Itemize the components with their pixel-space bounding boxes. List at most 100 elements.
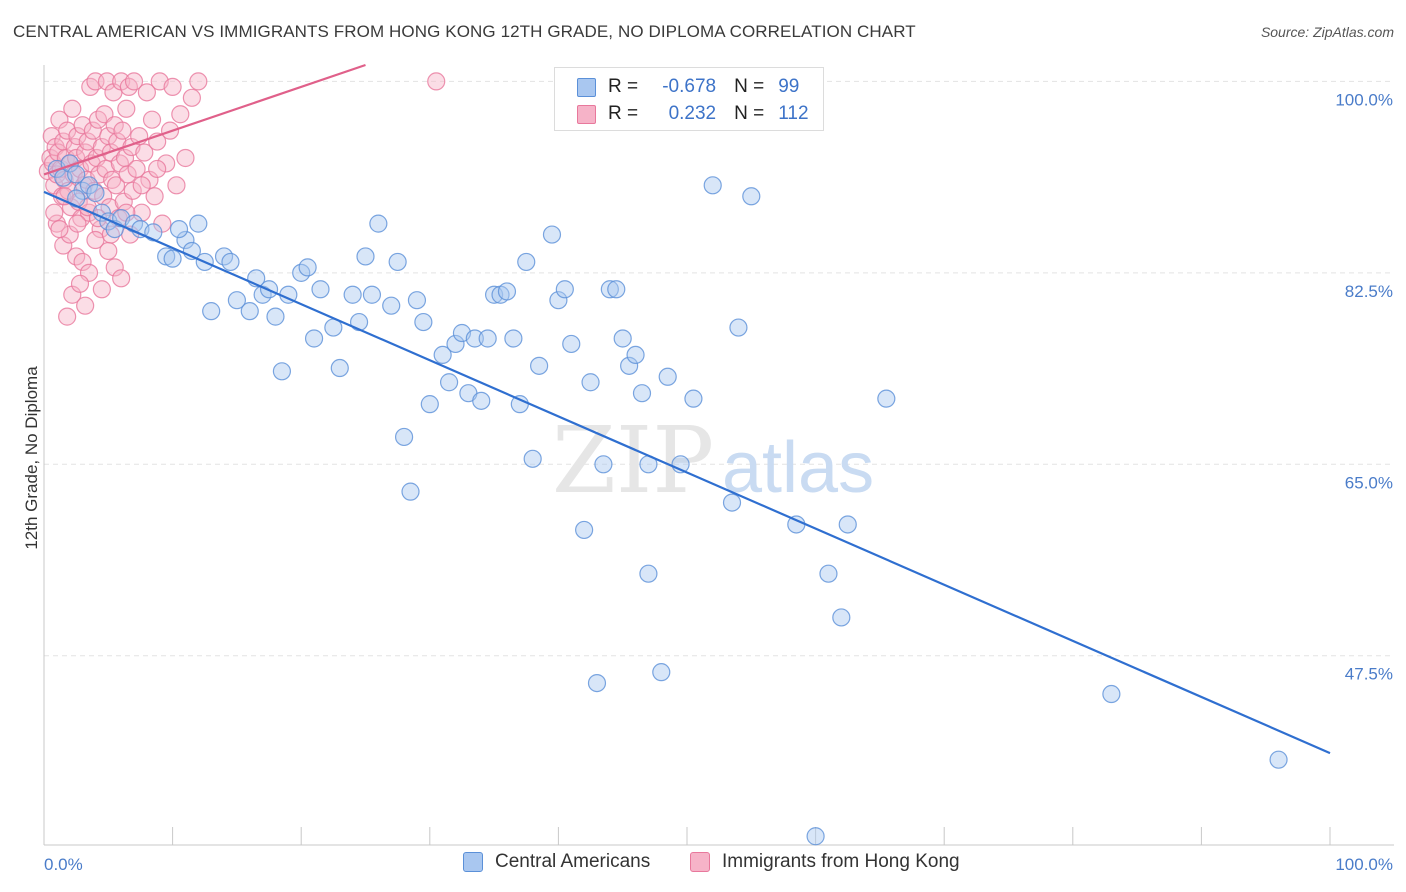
central-american-point [838,515,857,534]
series-legend: Central Americans Immigrants from Hong K… [0,851,1406,877]
hong-kong-point [78,132,97,151]
legend-n-value: 99 [778,76,800,97]
hong-kong-point [119,77,138,96]
central-american-point [1269,750,1288,769]
y-tick-label: 100.0% [1335,90,1393,109]
central-american-point [607,280,626,299]
legend-swatch-pink [690,852,710,872]
central-american-point [562,334,581,354]
legend-n-label: N = [734,103,765,124]
correlation-legend: R = -0.678 N = 99 R = 0.232 N = 112 [554,67,824,131]
central-american-point [388,252,407,272]
hong-kong-point [63,99,82,118]
central-american-point [304,329,324,348]
central-american-point [684,389,703,408]
central-american-point [478,329,497,348]
central-american-point [632,384,652,403]
central-american-point [414,312,433,332]
hong-kong-point [99,241,118,261]
central-american-point [433,345,452,365]
series-hong-kong-points [38,72,446,326]
hong-kong-point [68,214,87,233]
hong-kong-point [118,165,137,184]
gridlines [44,80,1394,657]
central-american-point [497,282,517,301]
legend-item-central-americans[interactable]: Central Americans [463,851,650,873]
hong-kong-point [167,176,186,195]
hong-kong-point [76,296,95,315]
central-american-point [703,176,722,195]
hong-kong-point [142,110,162,129]
hong-kong-point [92,280,111,299]
central-american-point [819,564,838,583]
central-american-point [517,252,536,272]
central-american-point [472,391,491,410]
central-american-point [639,564,658,583]
legend-r-label: R = [608,76,639,97]
central-american-point [266,307,285,326]
hong-kong-point [132,176,151,195]
central-american-point [439,373,459,392]
central-american-point [581,373,600,392]
central-american-point [587,673,607,693]
central-american-point [1102,684,1121,704]
central-american-point [446,334,465,354]
legend-item-label: Immigrants from Hong Kong [722,851,960,872]
central-american-point [394,427,414,447]
legend-r-value: 0.232 [668,103,717,124]
central-american-point [330,358,349,378]
central-american-point [189,214,208,233]
central-american-point [369,214,388,233]
hong-kong-point [112,269,131,288]
watermark: ZIP atlas [552,407,874,514]
hong-kong-point [176,148,195,168]
central-american-point [594,455,613,474]
hong-kong-point [97,72,117,91]
central-american-point [549,291,568,310]
legend-r-value: -0.678 [662,76,717,97]
legend-item-label: Central Americans [495,851,651,872]
central-american-point [240,302,259,321]
central-american-point [202,302,221,321]
central-american-point [806,827,825,846]
legend-row-hong-kong: R = 0.232 N = 112 [577,102,809,126]
legend-n-label: N = [734,76,765,97]
central-american-point [652,663,671,682]
central-american-point [169,219,189,239]
central-american-point [600,280,619,299]
central-american-point [407,291,427,310]
central-american-point [877,389,896,408]
trend-lines [43,63,1331,755]
central-american-point [575,520,594,540]
central-american-point [227,291,246,310]
hong-kong-point [145,187,164,206]
central-american-point [510,395,529,414]
central-american-point [542,225,562,244]
central-american-point [523,449,542,468]
central-american-point [742,187,761,206]
central-american-point [832,608,851,627]
y-tick-label: 47.5% [1345,665,1393,684]
y-tick-label: 82.5% [1345,282,1393,301]
central-american-point [221,252,240,272]
hong-kong-point [117,99,136,118]
hong-kong-point [45,203,64,222]
hong-kong-point [113,121,132,140]
central-american-point [311,280,330,299]
hong-kong-trend-line [43,63,366,176]
central-american-point [626,345,645,365]
hong-kong-point [50,219,69,239]
watermark-atlas: atlas [722,428,874,508]
central-american-point [176,230,195,250]
hong-kong-point [58,307,77,326]
legend-item-hong-kong[interactable]: Immigrants from Hong Kong [690,851,960,873]
hong-kong-point [171,105,190,124]
hong-kong-point [157,154,176,173]
hong-kong-point [70,274,90,293]
central-american-point [465,329,484,348]
central-american-point [504,329,523,348]
central-american-point [620,356,639,375]
central-american-point [420,395,439,414]
central-american-point [613,329,632,348]
